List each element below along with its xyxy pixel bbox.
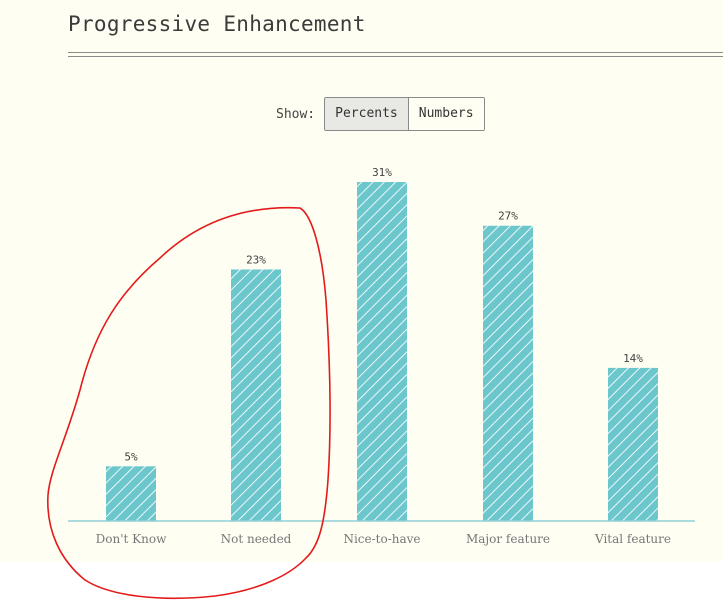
display-mode-control: Show: Percents Numbers xyxy=(276,97,485,131)
category-label-nice-to-have: Nice-to-have xyxy=(343,532,420,546)
title-rule-bottom xyxy=(68,56,723,57)
value-label-don-t-know: 5% xyxy=(124,450,138,463)
category-label-don-t-know: Don't Know xyxy=(96,532,167,546)
show-label: Show: xyxy=(276,106,316,122)
value-label-nice-to-have: 31% xyxy=(372,166,392,179)
bar-nice-to-have[interactable] xyxy=(357,182,407,521)
category-label-vital-feature: Vital feature xyxy=(594,532,671,546)
bar-don-t-know[interactable] xyxy=(106,466,156,521)
red-annotation-circle xyxy=(47,206,331,600)
numbers-button[interactable]: Numbers xyxy=(408,98,484,130)
title-rule-top xyxy=(68,52,723,53)
category-label-major-feature: Major feature xyxy=(466,532,550,546)
page-title: Progressive Enhancement xyxy=(68,12,366,36)
category-label-not-needed: Not needed xyxy=(221,532,292,546)
value-label-not-needed: 23% xyxy=(246,253,266,266)
value-label-vital-feature: 14% xyxy=(623,352,643,365)
percents-button[interactable]: Percents xyxy=(325,98,409,130)
value-label-major-feature: 27% xyxy=(498,210,518,223)
bar-not-needed[interactable] xyxy=(231,269,281,521)
bar-vital-feature[interactable] xyxy=(608,367,658,521)
display-mode-toggle: Percents Numbers xyxy=(324,97,485,131)
bar-major-feature[interactable] xyxy=(483,225,533,521)
